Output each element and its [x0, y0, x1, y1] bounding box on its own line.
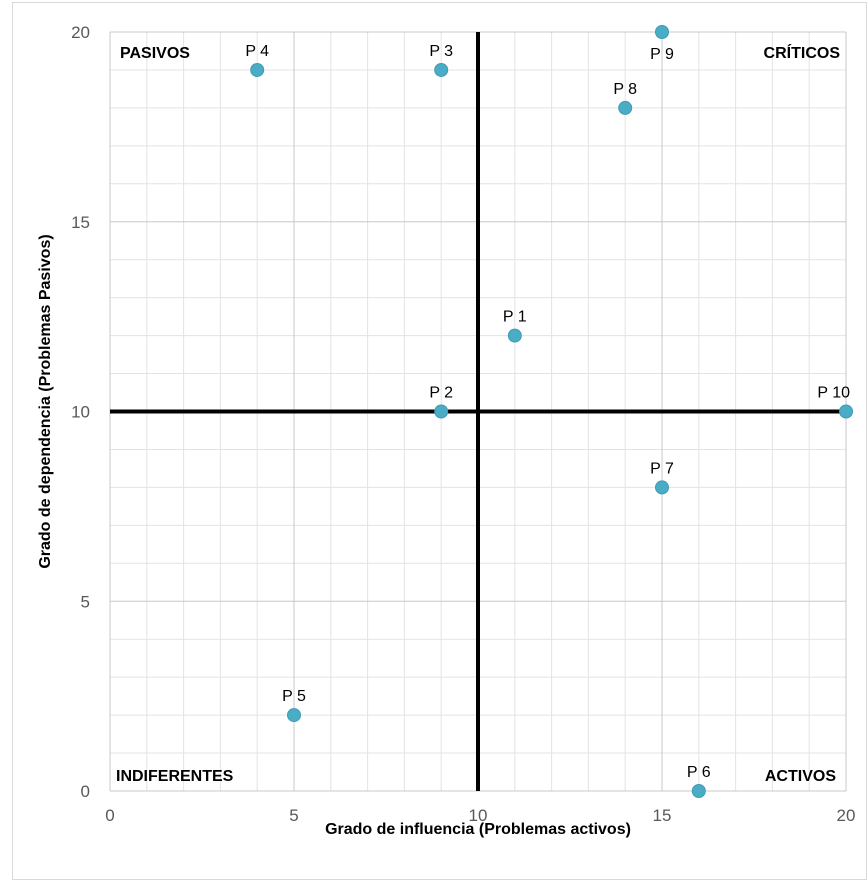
- x-axis-title: Grado de influencia (Problemas activos): [325, 821, 631, 838]
- quadrant-label-criticos: CRÍTICOS: [764, 43, 841, 62]
- y-tick-label: 0: [81, 782, 90, 801]
- quadrant-label-activos: ACTIVOS: [765, 768, 836, 785]
- chart-frame: [12, 2, 867, 880]
- data-point: [618, 100, 633, 115]
- quadrant-label-indiferentes: INDIFERENTES: [116, 768, 234, 785]
- data-point: [250, 62, 265, 77]
- y-tick-label: 20: [71, 23, 90, 42]
- data-point: [287, 708, 301, 723]
- data-point-label: P 5: [282, 688, 306, 705]
- data-point-label: P 4: [245, 43, 269, 60]
- data-point-label: P 1: [503, 309, 527, 326]
- y-tick-label: 10: [71, 403, 90, 422]
- data-point-label: P 2: [429, 385, 453, 402]
- data-point: [691, 784, 706, 798]
- data-point-label: P 6: [687, 764, 711, 781]
- quadrant-labels: PASIVOS CRÍTICOS INDIFERENTES ACTIVOS: [116, 43, 840, 785]
- reference-lines: [110, 32, 846, 791]
- data-point-label: P 7: [650, 460, 674, 477]
- y-axis-title: Grado de dependencia (Problemas Pasivos): [37, 234, 54, 568]
- x-tick-label: 0: [105, 806, 114, 825]
- data-point-label: P 9: [650, 46, 674, 63]
- data-point: [507, 328, 522, 343]
- data-point: [655, 480, 669, 495]
- data-point: [839, 404, 853, 419]
- data-point: [434, 404, 449, 419]
- y-tick-label: 5: [81, 592, 90, 611]
- x-tick-label: 10: [469, 806, 488, 825]
- x-tick-label: 15: [653, 806, 672, 825]
- quadrant-label-pasivos: PASIVOS: [120, 45, 190, 62]
- data-point-label: P 3: [429, 43, 453, 60]
- data-point: [434, 62, 449, 77]
- x-tick-label: 5: [289, 806, 298, 825]
- y-tick-label: 15: [71, 213, 90, 232]
- x-tick-label: 20: [837, 806, 856, 825]
- data-points: P 1 P 2 P 3 P 4 P 5 P 6 P 7 P 8 P 9 P 10: [245, 25, 853, 798]
- data-point: [655, 25, 669, 39]
- tick-labels: 0 5 10 15 20 0 5 10 15 20: [71, 23, 855, 825]
- data-point-label: P 8: [613, 81, 637, 98]
- data-point-label: P 10: [817, 385, 850, 402]
